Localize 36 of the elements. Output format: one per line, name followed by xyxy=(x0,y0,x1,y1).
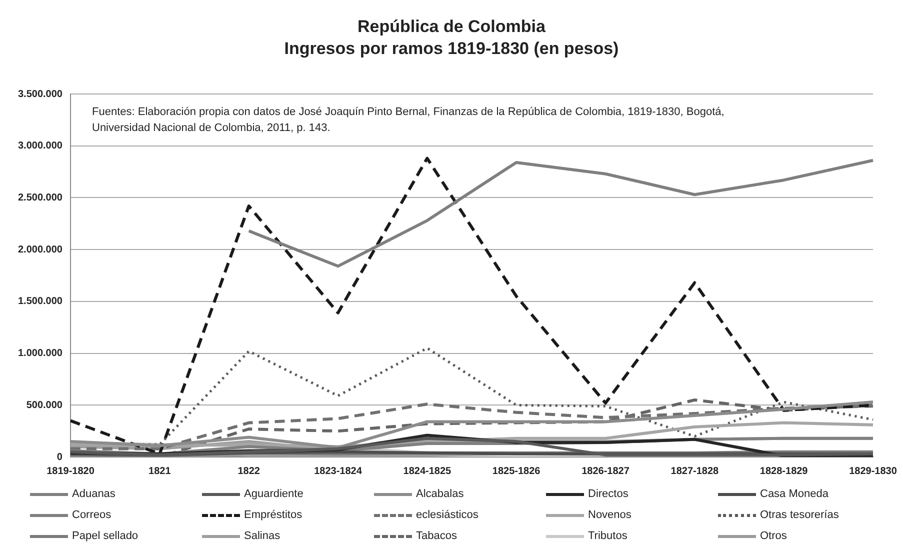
x-tick-label: 1829-1830 xyxy=(849,466,898,477)
legend-label: Aguardiente xyxy=(244,488,304,500)
legend-label: Casa Moneda xyxy=(760,488,828,500)
legend-label: Tabacos xyxy=(416,530,457,542)
legend-label: Otras tesorerías xyxy=(760,509,839,521)
x-tick-label: 1823-1824 xyxy=(314,466,362,477)
x-tick-label: 1822 xyxy=(238,466,260,477)
legend-label: eclesiásticos xyxy=(416,509,478,521)
y-tick-label: 1.000.000 xyxy=(18,348,63,360)
y-tick-label: 2.500.000 xyxy=(18,192,63,204)
y-tick-label: 500.000 xyxy=(26,400,63,411)
chart-subtitle: Ingresos por ramos 1819-1830 (en pesos) xyxy=(283,38,620,60)
legend-label: Alcabalas xyxy=(416,488,464,500)
legend-label: Aduanas xyxy=(72,488,116,500)
legend-label: Correos xyxy=(72,509,112,521)
x-tick-label: 1819-1820 xyxy=(46,466,95,477)
legend-label: Otros xyxy=(760,530,787,542)
x-tick-label: 1826-1827 xyxy=(582,466,630,477)
legend-label: Salinas xyxy=(244,530,280,542)
y-tick-label: 0 xyxy=(56,452,63,463)
x-tick-label: 1827-1828 xyxy=(670,466,720,477)
x-tick-label: 1825-1826 xyxy=(492,466,541,477)
x-tick-label: 1828-1829 xyxy=(760,466,808,477)
legend-label: Papel sellado xyxy=(72,530,138,542)
legend-label: Tributos xyxy=(588,530,628,542)
y-tick-label: 1.500.000 xyxy=(18,296,63,308)
annotation: Fuentes: Elaboración propia con datos de José Joaquín Pinto Bernal, Finanzas de la República de Colombia, 1819-1830, Bogotá, Universidad Nacional de Colombia, 2011, p. 143. xyxy=(92,105,726,136)
y-tick-label: 2.000.000 xyxy=(18,244,63,256)
x-tick-label: 1821 xyxy=(148,466,172,477)
y-tick-label: 3.500.000 xyxy=(18,88,63,100)
chart-title: República de Colombia xyxy=(356,16,546,38)
legend-label: Directos xyxy=(588,488,628,500)
x-tick-label: 1824-1825 xyxy=(403,466,452,477)
y-tick-label: 3.000.000 xyxy=(18,140,63,152)
legend-label: Novenos xyxy=(588,509,632,521)
legend-label: Empréstitos xyxy=(244,509,302,521)
